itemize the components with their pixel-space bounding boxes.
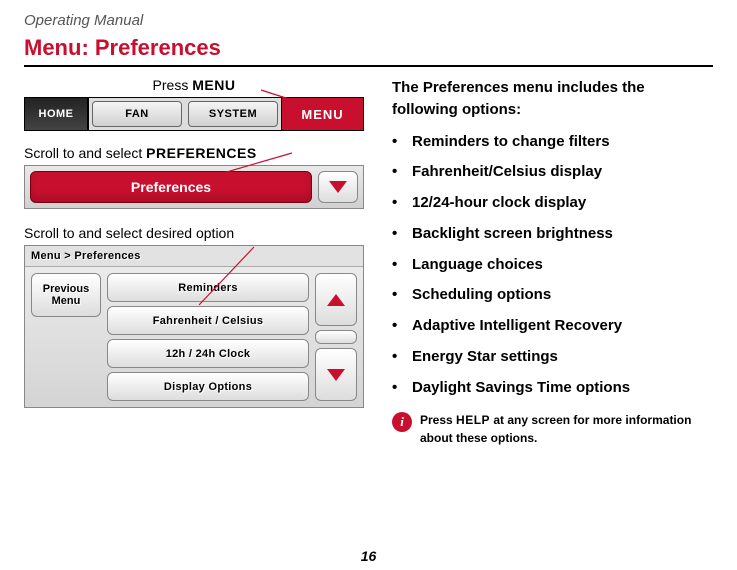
list-item: 12/24-hour clock display — [392, 192, 713, 214]
preferences-screen: Menu > Preferences PreviousMenu Reminder… — [24, 245, 364, 408]
list-item: Reminders to change filters — [392, 131, 713, 153]
press-prefix: Press — [153, 77, 193, 93]
list-item: Backlight screen brightness — [392, 223, 713, 245]
preferences-button[interactable]: Preferences — [30, 171, 312, 203]
help-tip: i Press HELP at any screen for more info… — [392, 412, 713, 447]
list-item: Fahrenheit/Celsius display — [392, 161, 713, 183]
doc-header: Operating Manual — [24, 12, 713, 29]
fan-button[interactable]: FAN — [92, 101, 182, 127]
list-item: Scheduling options — [392, 284, 713, 306]
tip-bold: HELP — [456, 413, 490, 427]
scroll-down-button-2[interactable] — [315, 348, 357, 401]
scroll-down-button[interactable] — [318, 171, 358, 203]
list-item: Energy Star settings — [392, 346, 713, 368]
options-list: Reminders Fahrenheit / Celsius 12h / 24h… — [107, 273, 309, 401]
lead-text: The Preferences menu includes the follow… — [392, 77, 713, 121]
chevron-up-icon — [327, 294, 345, 306]
chevron-down-icon — [329, 181, 347, 193]
list-item: Adaptive Intelligent Recovery — [392, 315, 713, 337]
option-reminders[interactable]: Reminders — [107, 273, 309, 302]
scroll1-bold: PREFERENCES — [146, 145, 257, 161]
option-display[interactable]: Display Options — [107, 372, 309, 401]
right-column: The Preferences menu includes the follow… — [392, 77, 713, 447]
page-number: 16 — [361, 548, 377, 564]
button-bar: HOME FAN SYSTEM MENU — [24, 97, 364, 131]
scroll-indicator — [315, 330, 357, 344]
home-button[interactable]: HOME — [25, 98, 89, 130]
option-clock[interactable]: 12h / 24h Clock — [107, 339, 309, 368]
title-rule — [24, 65, 713, 67]
option-fahrenheit-celsius[interactable]: Fahrenheit / Celsius — [107, 306, 309, 335]
info-icon: i — [392, 412, 412, 432]
feature-list: Reminders to change filters Fahrenheit/C… — [392, 131, 713, 399]
scroll1-prefix: Scroll to and select — [24, 145, 146, 161]
scroll-select-option: Scroll to and select desired option — [24, 225, 364, 241]
scroll-arrows — [315, 273, 357, 401]
previous-menu-button[interactable]: PreviousMenu — [31, 273, 101, 317]
press-bold: MENU — [192, 77, 235, 93]
press-line: Press MENU — [24, 77, 364, 93]
system-button[interactable]: SYSTEM — [188, 101, 278, 127]
scroll-select-preferences: Scroll to and select PREFERENCES — [24, 145, 364, 161]
tip-pre: Press — [420, 413, 456, 427]
left-column: Press MENU HOME FAN SYSTEM MENU Scroll t… — [24, 77, 364, 447]
chevron-down-icon — [327, 369, 345, 381]
tip-text: Press HELP at any screen for more inform… — [420, 412, 713, 447]
list-item: Language choices — [392, 254, 713, 276]
scroll-up-button[interactable] — [315, 273, 357, 326]
list-item: Daylight Savings Time options — [392, 377, 713, 399]
page-title: Menu: Preferences — [24, 35, 713, 61]
menu-button[interactable]: MENU — [281, 98, 363, 130]
breadcrumb: Menu > Preferences — [25, 246, 363, 267]
preferences-row: Preferences — [24, 165, 364, 209]
